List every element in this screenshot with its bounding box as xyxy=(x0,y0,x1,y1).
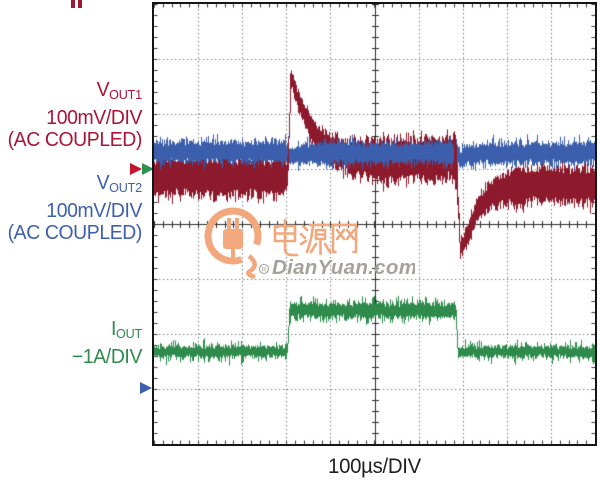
iout-name: IOUT xyxy=(110,318,142,341)
fragment-stroke xyxy=(78,0,82,8)
timebase-caption: 100µs/DIV xyxy=(328,455,421,478)
waveform-canvas xyxy=(154,4,595,444)
vout1-label: VOUT1 100mV/DIV (AC COUPLED) xyxy=(4,79,143,152)
fragment-stroke xyxy=(71,0,75,8)
vout1-scale: 100mV/DIV xyxy=(46,106,142,129)
vout1-reference-arrow-icon xyxy=(130,163,142,175)
vout1-name: VOUT1 xyxy=(96,79,143,102)
iout-label: IOUT −1A/DIV xyxy=(4,318,142,368)
vout2-coupling: (AC COUPLED) xyxy=(7,222,143,244)
vout1-coupling: (AC COUPLED) xyxy=(7,129,143,151)
iout-reference-arrow-icon xyxy=(142,163,154,175)
iout-scale: −1A/DIV xyxy=(71,345,142,368)
vout2-label: VOUT2 100mV/DIV (AC COUPLED) xyxy=(4,172,143,245)
oscilloscope-graticule: R DianYuan.com xyxy=(152,2,597,446)
vout2-scale: 100mV/DIV xyxy=(46,199,142,222)
vout2-name: VOUT2 xyxy=(96,172,143,195)
cropped-text-fragment xyxy=(71,0,85,8)
vout2-reference-arrow-icon xyxy=(140,382,152,394)
